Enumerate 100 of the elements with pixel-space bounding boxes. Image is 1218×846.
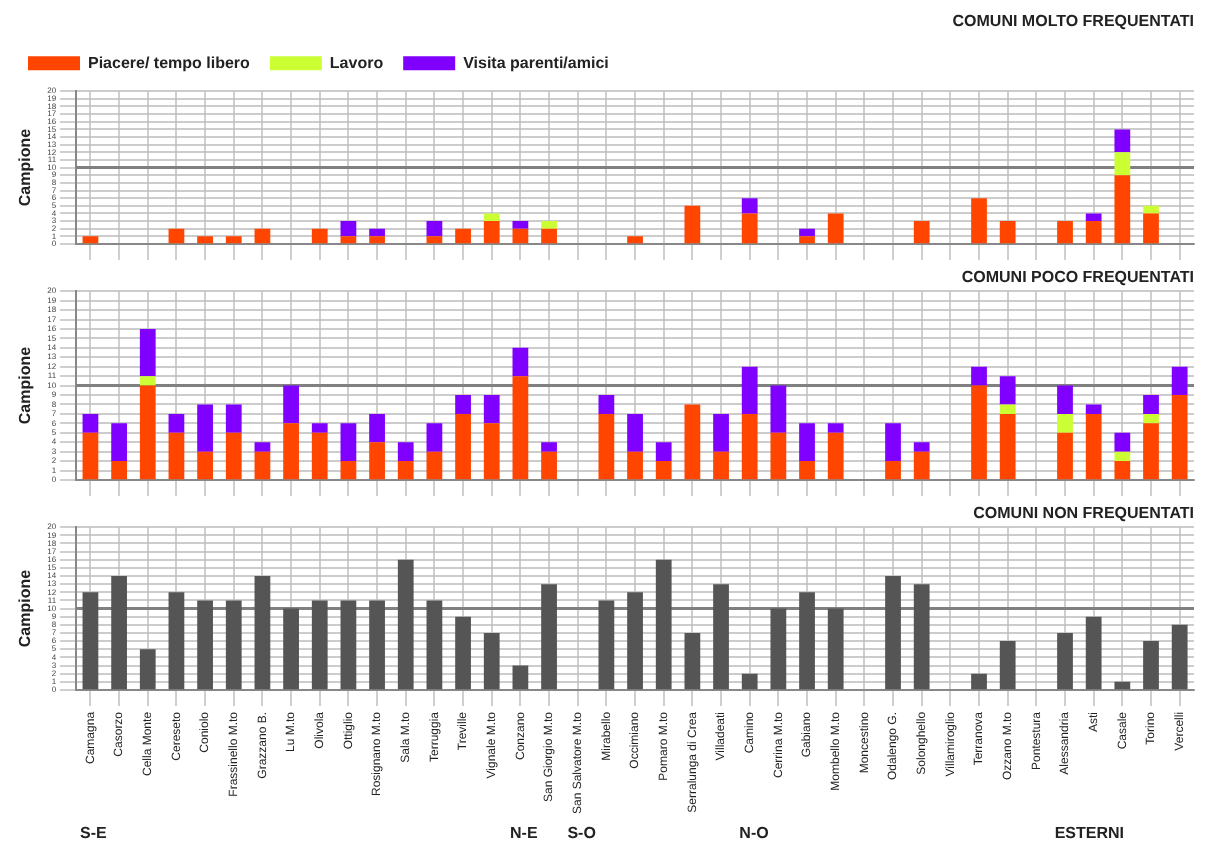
bar [770, 608, 787, 690]
bar [971, 385, 987, 480]
bar [541, 584, 557, 690]
bar [340, 600, 357, 690]
bar [1085, 413, 1102, 480]
bar [225, 404, 242, 433]
legend-label: Piacere/ tempo libero [88, 53, 251, 72]
bar [139, 328, 156, 377]
chart-title: COMUNI MOLTO FREQUENTATI [952, 12, 1194, 31]
bar [397, 461, 414, 480]
bar [139, 385, 156, 480]
bar [426, 236, 443, 244]
bar [254, 576, 271, 690]
chart-title: COMUNI NON FREQUENTATI [973, 504, 1194, 523]
bar [139, 649, 156, 690]
bar [1114, 461, 1131, 480]
bar [369, 236, 385, 244]
bar [913, 442, 930, 452]
bar [483, 395, 500, 424]
bar [426, 600, 443, 690]
bar [1057, 385, 1073, 414]
bar [283, 608, 299, 690]
bar [598, 600, 615, 690]
bar [1114, 432, 1131, 452]
bar [369, 600, 385, 690]
bar [541, 228, 557, 244]
bar [741, 413, 758, 480]
bar [913, 584, 930, 690]
bar [254, 228, 271, 244]
bar [168, 432, 185, 480]
bar [1143, 395, 1159, 414]
bar [913, 221, 930, 244]
bar [168, 413, 185, 433]
bar [627, 413, 643, 452]
bar [741, 213, 758, 244]
bar [713, 584, 729, 690]
bar [283, 423, 299, 480]
bar [999, 376, 1016, 405]
bar [799, 461, 815, 480]
bar [655, 442, 672, 462]
bar [225, 236, 242, 244]
bar [82, 432, 99, 480]
bar [1143, 641, 1159, 690]
bar [1057, 221, 1073, 244]
bar [82, 592, 99, 690]
bar [311, 228, 328, 244]
bar [799, 236, 815, 244]
bar [684, 205, 701, 244]
bar [283, 385, 299, 424]
bar [971, 366, 987, 386]
y-axis-title: Campione [16, 568, 35, 648]
bar [512, 347, 529, 377]
bar [1085, 616, 1102, 690]
bar [627, 236, 643, 244]
bar [885, 576, 901, 690]
legend-label: Lavoro [329, 53, 384, 72]
bar [168, 228, 185, 244]
bar [741, 198, 758, 214]
bar [426, 451, 443, 480]
y-axis-title: Campione [16, 345, 35, 425]
bar [598, 395, 615, 414]
text: ESTERNI [1054, 824, 1125, 843]
bar [999, 413, 1016, 480]
bar [999, 221, 1016, 244]
bar [397, 442, 414, 462]
bar [483, 213, 500, 222]
bar [1171, 366, 1188, 396]
bar [340, 423, 357, 462]
bar [713, 451, 729, 480]
bar [1114, 175, 1131, 244]
bar [1143, 205, 1159, 214]
bar [1171, 624, 1188, 690]
bar [455, 413, 471, 480]
bar [311, 600, 328, 690]
bar [225, 600, 242, 690]
bar [254, 451, 271, 480]
bar [397, 559, 414, 690]
bar [483, 632, 500, 690]
bar [311, 432, 328, 480]
bar [82, 236, 99, 244]
bar [111, 423, 127, 462]
bar [512, 665, 529, 690]
bar [799, 423, 815, 462]
bar [885, 423, 901, 462]
y-axis-title: Campione [16, 127, 35, 207]
bar [885, 461, 901, 480]
bar [541, 451, 557, 480]
bar [197, 600, 213, 690]
bar [168, 592, 185, 690]
bar [770, 432, 787, 480]
bar [426, 221, 443, 237]
bar [369, 442, 385, 480]
bar [741, 673, 758, 690]
bar [512, 376, 529, 480]
bar [1171, 395, 1188, 480]
bar [1085, 213, 1102, 222]
bar [197, 451, 213, 480]
bar [1114, 152, 1131, 176]
bar [1057, 413, 1073, 433]
bar [455, 395, 471, 414]
